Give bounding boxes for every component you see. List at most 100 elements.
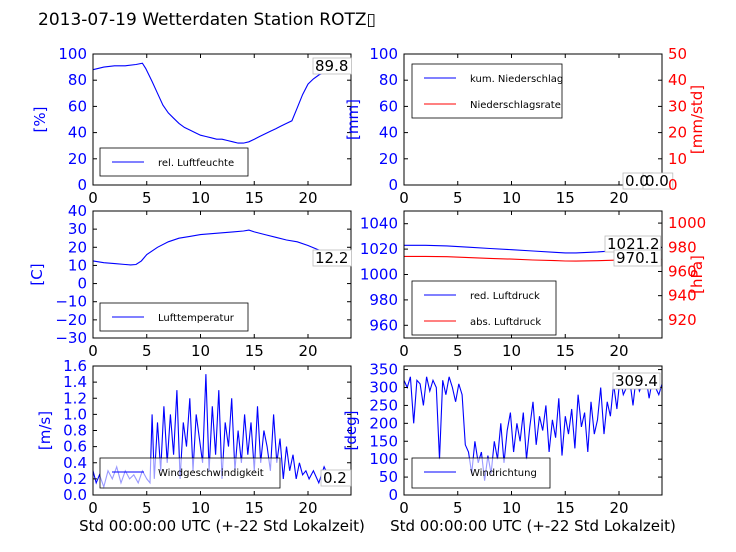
precipitation-subplot (403, 53, 674, 190)
humidity-ytick-label: 80 (68, 71, 87, 89)
pressure-ytick-label: 1000 (360, 266, 398, 284)
temperature-annotation-box (312, 249, 352, 267)
precipitation-ytick-label: 60 (379, 97, 398, 115)
pressure-xtick-label: 0 (399, 342, 409, 360)
precipitation-ytick-label: 0 (388, 176, 398, 194)
pressure-ytick-label: 980 (369, 291, 398, 309)
windspeed-ytick-label: 1.0 (63, 405, 87, 423)
winddir-yaxis-label: [deg] (342, 411, 360, 451)
precipitation-y2tick-label: 50 (668, 45, 687, 63)
precipitation-y2tick-label: 10 (668, 150, 687, 168)
winddir-ytick-label: 300 (369, 379, 398, 397)
humidity-ytick-label: 0 (77, 176, 87, 194)
humidity-ytick-label: 20 (68, 150, 87, 168)
precipitation-xtick-label: 15 (556, 189, 575, 207)
windspeed-xtick-label: 0 (88, 499, 98, 517)
precipitation-annotation-box (642, 172, 674, 190)
windspeed-annotation: 0.2 (323, 469, 347, 487)
pressure-y2tick-label: 1000 (668, 214, 706, 232)
temperature-ytick-label: 10 (68, 256, 87, 274)
pressure-xtick-label: 5 (453, 342, 463, 360)
windspeed-ytick-label: 0.6 (63, 438, 87, 456)
winddir-xtick-label: 5 (453, 499, 463, 517)
humidity-ytick-label: 40 (68, 124, 87, 142)
precipitation-xtick-label: 10 (502, 189, 521, 207)
winddir-ytick-label: 50 (379, 468, 398, 486)
humidity-xtick-label: 0 (88, 189, 98, 207)
windspeed-xtick-label: 15 (245, 499, 264, 517)
winddir-ytick-label: 250 (369, 396, 398, 414)
temperature-frame (92, 210, 352, 339)
winddir-ytick-label: 100 (369, 450, 398, 468)
precipitation-annotation: 0.0 (625, 172, 649, 190)
windspeed-ytick-label: 1.2 (63, 389, 87, 407)
pressure-y2tick-label: 920 (668, 311, 697, 329)
precipitation-y2tick-label: 20 (668, 124, 687, 142)
temperature-xtick-label: 0 (88, 342, 98, 360)
precipitation-legend (411, 63, 563, 119)
windspeed-annotation-box (320, 469, 352, 487)
winddir-xtick-label: 20 (609, 499, 628, 517)
humidity-xtick-label: 5 (142, 189, 152, 207)
winddir-subplot (403, 365, 663, 496)
pressure-y2tick-label: 940 (668, 287, 697, 305)
winddir-annotation-box (612, 372, 661, 390)
humidity-ytick-label: 60 (68, 97, 87, 115)
windspeed-ytick-label: 0.8 (63, 422, 87, 440)
precipitation-ytick-label: 100 (369, 45, 398, 63)
temperature-ytick-label: −10 (55, 293, 87, 311)
windspeed-xaxis-label: Std 00:00:00 UTC (+-22 Std Lokalzeit) (79, 517, 365, 535)
windspeed-ytick-label: 0.2 (63, 470, 87, 488)
windspeed-ytick-label: 1.4 (63, 373, 87, 391)
pressure-ytick-label: 1020 (360, 240, 398, 258)
pressure-legend (411, 280, 557, 336)
precipitation-y2axis-label: [mm/std] (688, 85, 706, 154)
temperature-xtick-label: 20 (298, 342, 317, 360)
temperature-ytick-label: 40 (68, 202, 87, 220)
windspeed-ytick-label: 0.4 (63, 454, 87, 472)
winddir-legend (411, 457, 551, 489)
temperature-xtick-label: 5 (142, 342, 152, 360)
temperature-ytick-label: 20 (68, 238, 87, 256)
figure-title: 2013-07-19 Wetterdaten Station ROTZ▯ (38, 10, 376, 30)
temperature-annotation: 12.2 (315, 249, 348, 267)
humidity-subplot (92, 53, 352, 186)
pressure-y2tick-label: 960 (668, 262, 697, 280)
winddir-ytick-label: 150 (369, 432, 398, 450)
precipitation-xtick-label: 20 (609, 189, 628, 207)
precipitation-annotation: 0.0 (645, 172, 669, 190)
precipitation-y2tick-label: 0 (668, 176, 678, 194)
pressure-xtick-label: 15 (556, 342, 575, 360)
windspeed-xtick-label: 5 (142, 499, 152, 517)
pressure-ytick-label: 960 (369, 316, 398, 334)
humidity-xtick-label: 10 (191, 189, 210, 207)
precipitation-ytick-label: 40 (379, 124, 398, 142)
humidity-annotation: 89.8 (315, 57, 348, 75)
windspeed-xtick-label: 20 (298, 499, 317, 517)
winddir-legend-label: Windrichtung (470, 468, 537, 479)
pressure-subplot (403, 210, 663, 339)
winddir-ytick-label: 0 (388, 486, 398, 504)
windspeed-ytick-label: 0.0 (63, 486, 87, 504)
winddir-frame (403, 365, 663, 496)
humidity-ytick-label: 100 (58, 45, 87, 63)
precipitation-yaxis-label: [mm] (344, 99, 362, 140)
windspeed-subplot (92, 365, 352, 496)
winddir-xtick-label: 15 (556, 499, 575, 517)
winddir-xaxis-label: Std 00:00:00 UTC (+-22 Std Lokalzeit) (390, 517, 676, 535)
winddir-xtick-label: 10 (502, 499, 521, 517)
pressure-annotation: 1021.2 (607, 235, 660, 253)
precipitation-frame (403, 53, 663, 186)
temperature-xtick-label: 15 (245, 342, 264, 360)
precipitation-ytick-label: 80 (379, 71, 398, 89)
precipitation-legend-label: kum. Niederschlag (470, 74, 563, 85)
pressure-xtick-label: 20 (609, 342, 628, 360)
precipitation-xtick-label: 5 (453, 189, 463, 207)
winddir-xtick-label: 0 (399, 499, 409, 517)
pressure-xtick-label: 10 (502, 342, 521, 360)
pressure-annotation: 970.1 (616, 249, 659, 267)
temperature-yaxis-label: [C] (28, 263, 46, 285)
temperature-legend-label: Lufttemperatur (158, 313, 235, 324)
humidity-yaxis-label: [%] (31, 107, 49, 133)
